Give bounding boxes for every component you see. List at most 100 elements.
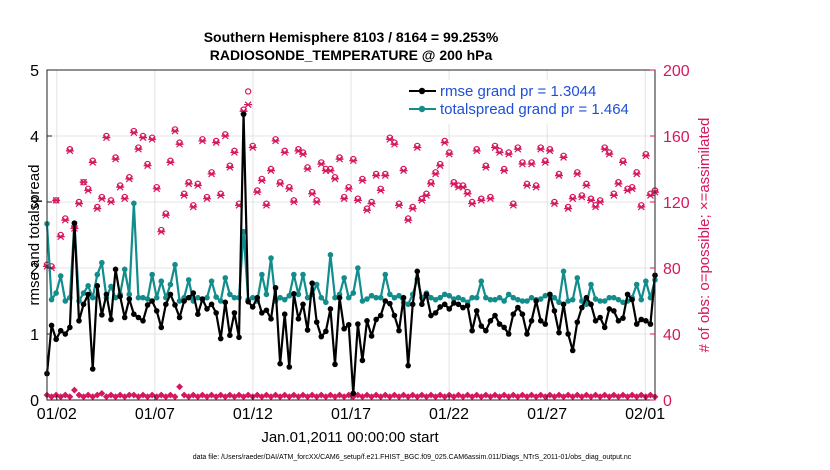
- spread-point: [323, 299, 329, 306]
- rmse-point: [286, 364, 293, 370]
- obs-possible-marker: [89, 157, 96, 164]
- y-left-tick-label: 5: [30, 63, 39, 80]
- obs-assimilated-marker: [559, 154, 568, 161]
- y-left-tick-label: 0: [30, 393, 39, 410]
- x-tick-label: 01/17: [331, 406, 371, 423]
- obs-possible-marker: [249, 142, 256, 150]
- obs-possible-marker: [176, 139, 183, 146]
- rmse-point: [510, 311, 517, 318]
- spread-point: [633, 281, 640, 288]
- spread-point: [249, 294, 256, 301]
- rmse-point: [48, 322, 55, 329]
- obs-possible-marker: [308, 188, 316, 196]
- obs-possible-marker: [75, 198, 83, 206]
- spread-point: [286, 292, 293, 299]
- obs-possible-marker: [116, 182, 124, 189]
- obs-possible-marker: [162, 210, 170, 217]
- obs-assimilated-marker: [65, 147, 74, 155]
- spread-point: [432, 296, 439, 303]
- rmse-point: [414, 268, 421, 275]
- obs-assimilated-marker: [372, 172, 381, 180]
- rmse-point: [368, 333, 375, 339]
- rmse-point: [195, 311, 201, 318]
- spread-point: [341, 275, 347, 281]
- obs-assimilated-marker: [171, 127, 179, 135]
- spread-point: [158, 278, 165, 285]
- rmse-point: [300, 301, 306, 308]
- obs-assimilated-marker: [139, 134, 147, 142]
- rmse-point: [304, 327, 311, 333]
- obs-possible-marker: [254, 187, 261, 194]
- obs-low-marker: [84, 391, 92, 399]
- rmse-point: [501, 324, 507, 331]
- rmse-point: [336, 294, 343, 301]
- obs-possible-marker: [368, 198, 375, 206]
- rmse-point: [80, 301, 87, 308]
- obs-low-marker: [583, 391, 590, 399]
- obs-possible-marker: [642, 150, 650, 158]
- rmse-point: [597, 314, 603, 321]
- spread-point: [231, 294, 238, 301]
- spread-point: [185, 277, 192, 283]
- obs-assimilated-marker: [93, 205, 102, 213]
- rmse-point: [163, 301, 169, 308]
- rmse-point: [441, 301, 448, 308]
- obs-assimilated-marker: [395, 201, 403, 209]
- obs-possible-marker: [62, 215, 69, 222]
- spread-point: [565, 298, 571, 304]
- spread-point: [135, 294, 142, 301]
- spread-point: [446, 292, 453, 299]
- spread-layer: [44, 200, 658, 308]
- obs-possible-marker: [231, 147, 238, 155]
- obs-assimilated-marker: [175, 140, 184, 148]
- rmse-point: [277, 360, 283, 367]
- rmse-point: [135, 314, 142, 321]
- obs-possible-marker: [272, 136, 279, 143]
- obs-possible-marker: [208, 169, 215, 176]
- obs-assimilated-marker: [212, 139, 221, 147]
- rmse-point: [323, 328, 329, 335]
- spread-point: [496, 294, 503, 301]
- spread-point: [455, 294, 462, 301]
- spread-point: [501, 298, 507, 304]
- rmse-point: [601, 324, 608, 331]
- y-right-tick-label: 80: [663, 261, 681, 278]
- obs-low-marker: [327, 391, 334, 399]
- obs-assimilated-marker: [481, 163, 490, 171]
- rmse-point: [254, 294, 261, 301]
- obs-assimilated-marker: [353, 196, 362, 204]
- obs-assimilated-marker: [203, 195, 211, 203]
- spread-point: [153, 294, 160, 301]
- rmse-point: [409, 301, 416, 308]
- obs-possible-marker: [313, 197, 320, 204]
- obs-assimilated-marker: [129, 129, 138, 137]
- obs-assimilated-marker: [340, 195, 349, 203]
- obs-assimilated-marker: [230, 149, 239, 156]
- obs-possible-marker: [496, 147, 503, 155]
- obs-assimilated-marker: [79, 178, 88, 186]
- rmse-point: [199, 296, 206, 302]
- spread-point: [437, 294, 443, 301]
- obs-possible-marker: [596, 197, 604, 204]
- obs-assimilated-marker: [52, 196, 61, 204]
- rmse-point: [281, 311, 288, 318]
- obs-assimilated-marker: [88, 158, 97, 166]
- spread-point: [268, 255, 274, 261]
- spread-point: [574, 275, 581, 281]
- obs-assimilated-marker: [477, 196, 486, 204]
- rmse-point: [144, 302, 151, 308]
- rmse-point: [556, 329, 562, 336]
- obs-possible-marker: [212, 137, 220, 145]
- rmse-point: [574, 319, 581, 325]
- obs-low-marker: [189, 391, 197, 399]
- spread-point: [382, 271, 389, 278]
- legend-rmse-label: rmse grand pr = 1.3044: [440, 83, 596, 100]
- obs-possible-marker: [98, 193, 106, 201]
- y-right-tick-label: 120: [663, 195, 690, 212]
- spread-point: [542, 292, 549, 299]
- obs-possible-marker: [446, 149, 453, 156]
- obs-possible-marker: [66, 145, 74, 153]
- obs-possible-marker: [103, 132, 110, 140]
- obs-assimilated-marker: [399, 167, 408, 175]
- y-right-tick-label: 0: [663, 393, 672, 410]
